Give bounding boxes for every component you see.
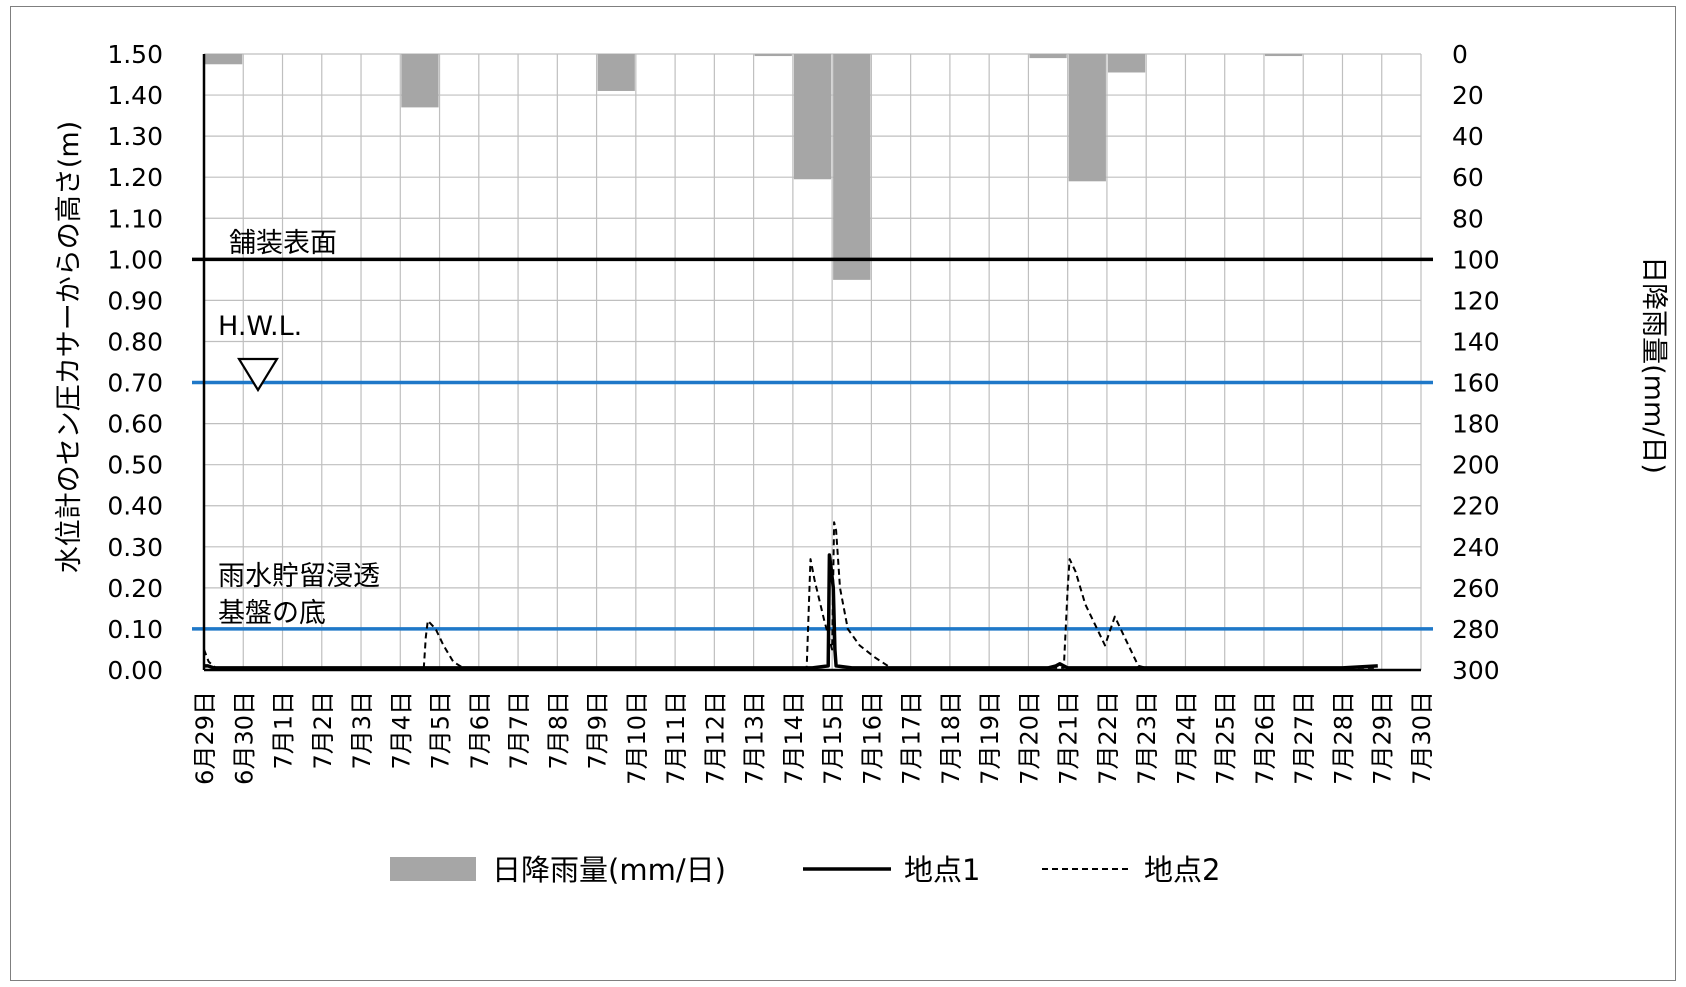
right-tick-label: 140 [1452, 327, 1500, 356]
x-tick-label: 7月7日 [505, 691, 533, 770]
left-tick-label: 0.80 [107, 327, 163, 356]
left-tick-label: 0.40 [107, 492, 163, 521]
x-tick-label: 7月12日 [701, 691, 729, 785]
legend-rain-swatch [390, 857, 476, 881]
x-tick-label: 7月6日 [466, 691, 494, 770]
reference-lines [192, 257, 1433, 631]
x-tick-label: 7月14日 [780, 691, 808, 785]
x-tick-label: 7月9日 [584, 691, 612, 770]
left-tick-label: 1.00 [107, 245, 163, 274]
series-line-地点1 [204, 553, 1378, 670]
x-tick-label: 7月26日 [1251, 691, 1279, 785]
x-tick-label: 7月13日 [741, 691, 769, 785]
x-tick-label: 7月29日 [1369, 691, 1397, 785]
axes [202, 54, 1421, 672]
x-tick-label: 7月4日 [387, 691, 415, 770]
left-tick-label: 0.50 [107, 451, 163, 480]
legend-rain-label: 日降雨量(mm/日) [492, 853, 726, 887]
right-tick-label: 20 [1452, 81, 1484, 110]
rainfall-bar [1029, 54, 1067, 59]
x-tick-label: 7月23日 [1133, 691, 1161, 785]
x-tick-label: 7月28日 [1329, 691, 1357, 785]
tick-labels: 1.50 1.40 1.30 1.20 1.10 1.00 0.90 0.80 0.70 0.60… [107, 40, 1499, 785]
rainfall-bars [205, 54, 1303, 280]
left-tick-label: 0.30 [107, 533, 163, 562]
rainfall-bar [1264, 54, 1303, 57]
left-tick-label: 0.20 [107, 574, 163, 603]
rainfall-bar [754, 54, 792, 57]
left-tick-label: 1.30 [107, 122, 163, 151]
x-tick-label: 7月1日 [270, 691, 298, 770]
x-tick-label: 7月24日 [1172, 691, 1200, 785]
left-tick-label: 0.00 [107, 656, 163, 685]
x-tick-label: 7月8日 [544, 691, 572, 770]
water-level-rainfall-chart: 1.50 1.40 1.30 1.20 1.10 1.00 0.90 0.80 0.70 0.60… [54, 40, 1669, 887]
x-tick-label: 7月17日 [898, 691, 926, 785]
rainfall-bar [793, 54, 832, 180]
rainfall-bar [1107, 54, 1146, 73]
annotation-hwl: H.W.L. [218, 311, 302, 342]
rainfall-bar [401, 54, 439, 108]
annotation-base-line2: 基盤の底 [218, 598, 326, 629]
right-tick-label: 200 [1452, 451, 1500, 480]
left-tick-label: 1.10 [107, 204, 163, 233]
x-tick-label: 7月10日 [623, 691, 651, 785]
left-tick-label: 0.10 [107, 615, 163, 644]
hwl-triangle-icon [237, 357, 279, 393]
right-tick-label: 0 [1452, 40, 1468, 69]
right-tick-label: 300 [1452, 656, 1500, 685]
right-tick-label: 240 [1452, 533, 1500, 562]
right-tick-label: 60 [1452, 163, 1484, 192]
left-tick-label: 1.50 [107, 40, 163, 69]
legend: 日降雨量(mm/日) 地点1 地点2 [390, 853, 1220, 887]
x-tick-label: 7月21日 [1055, 691, 1083, 785]
annotation-base-line1: 雨水貯留浸透 [218, 561, 380, 592]
x-tick-label: 7月20日 [1015, 691, 1043, 785]
rainfall-bar [1068, 54, 1106, 182]
right-tick-label: 40 [1452, 122, 1484, 151]
right-tick-label: 260 [1452, 574, 1500, 603]
left-axis-title: 水位計のセン圧カサーからの高さ(m) [54, 121, 85, 573]
x-tick-label: 7月19日 [976, 691, 1004, 785]
x-tick-label: 7月5日 [427, 691, 455, 770]
legend-site1-label: 地点1 [904, 853, 980, 887]
left-tick-label: 1.40 [107, 81, 163, 110]
legend-site2-label: 地点2 [1144, 853, 1220, 887]
x-tick-label: 6月29日 [191, 691, 219, 785]
right-tick-label: 220 [1452, 492, 1500, 521]
right-tick-label: 80 [1452, 204, 1484, 233]
x-tick-label: 7月27日 [1290, 691, 1318, 785]
right-tick-label: 180 [1452, 410, 1500, 439]
left-tick-label: 0.70 [107, 369, 163, 398]
rainfall-bar [597, 54, 635, 91]
right-tick-label: 280 [1452, 615, 1500, 644]
x-tick-label: 7月11日 [662, 691, 690, 785]
rainfall-bar [205, 54, 243, 65]
chart-frame: 1.50 1.40 1.30 1.20 1.10 1.00 0.90 0.80 0.70 0.60… [10, 6, 1676, 981]
x-tick-label: 7月2日 [309, 691, 337, 770]
rainfall-bar [833, 54, 871, 280]
x-tick-label: 7月30日 [1408, 691, 1436, 785]
annotation-pavement-surface: 舗装表面 [229, 228, 337, 259]
x-tick-label: 7月22日 [1094, 691, 1122, 785]
right-tick-label: 160 [1452, 369, 1500, 398]
series-line-地点2 [203, 521, 1378, 671]
x-tick-label: 7月25日 [1212, 691, 1240, 785]
x-tick-label: 7月16日 [858, 691, 886, 785]
right-tick-label: 120 [1452, 286, 1500, 315]
x-tick-label: 7月3日 [348, 691, 376, 770]
water-level-series [203, 521, 1378, 671]
right-tick-label: 100 [1452, 245, 1500, 274]
x-tick-label: 6月30日 [230, 691, 258, 785]
x-tick-label: 7月15日 [819, 691, 847, 785]
left-tick-label: 0.60 [107, 410, 163, 439]
left-tick-label: 1.20 [107, 163, 163, 192]
x-tick-label: 7月18日 [937, 691, 965, 785]
right-axis-title: 日降雨量(mm/日) [1638, 256, 1669, 474]
left-tick-label: 0.90 [107, 286, 163, 315]
